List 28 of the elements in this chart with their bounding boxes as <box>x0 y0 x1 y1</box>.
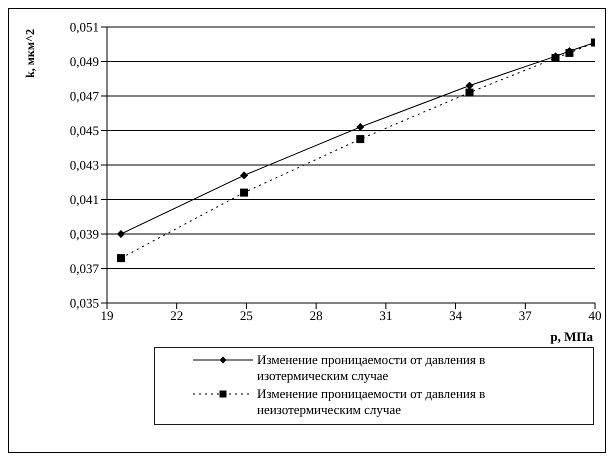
point <box>240 188 248 197</box>
y-tick-label: 0,047 <box>70 88 100 104</box>
x-axis-title: p, МПа <box>549 329 594 345</box>
point <box>116 254 125 262</box>
y-tick-label: 0,037 <box>70 261 100 276</box>
x-tick-label: 34 <box>449 308 463 324</box>
point <box>356 135 364 144</box>
y-tick-label: 0,045 <box>70 123 99 138</box>
point <box>240 171 248 180</box>
point <box>466 88 474 97</box>
x-tick-label: 22 <box>170 308 184 324</box>
legend-label: Изменение проницаемости от давления в неизотермическим случае <box>257 386 486 418</box>
y-tick-label: 0,051 <box>70 20 99 35</box>
x-tick-label: 28 <box>310 308 323 324</box>
point <box>466 82 474 90</box>
y-tick-label: 0,039 <box>70 226 99 242</box>
point <box>116 230 125 238</box>
y-tick-label: 0,035 <box>70 296 99 311</box>
legend-label: Изменение проницаемости от давления в изотермическим случае <box>257 352 486 384</box>
x-tick-label: 25 <box>240 308 253 324</box>
y-tick-label: 0,043 <box>70 158 99 173</box>
y-tick-label: 0,049 <box>70 54 99 70</box>
x-tick-label: 40 <box>588 308 602 324</box>
y-axis-title: k, мкм^2 <box>23 29 38 78</box>
x-tick-label: 19 <box>100 308 114 324</box>
y-tick-label: 0,041 <box>70 192 99 208</box>
x-tick-label: 37 <box>518 308 532 324</box>
x-tick-label: 31 <box>379 308 392 324</box>
